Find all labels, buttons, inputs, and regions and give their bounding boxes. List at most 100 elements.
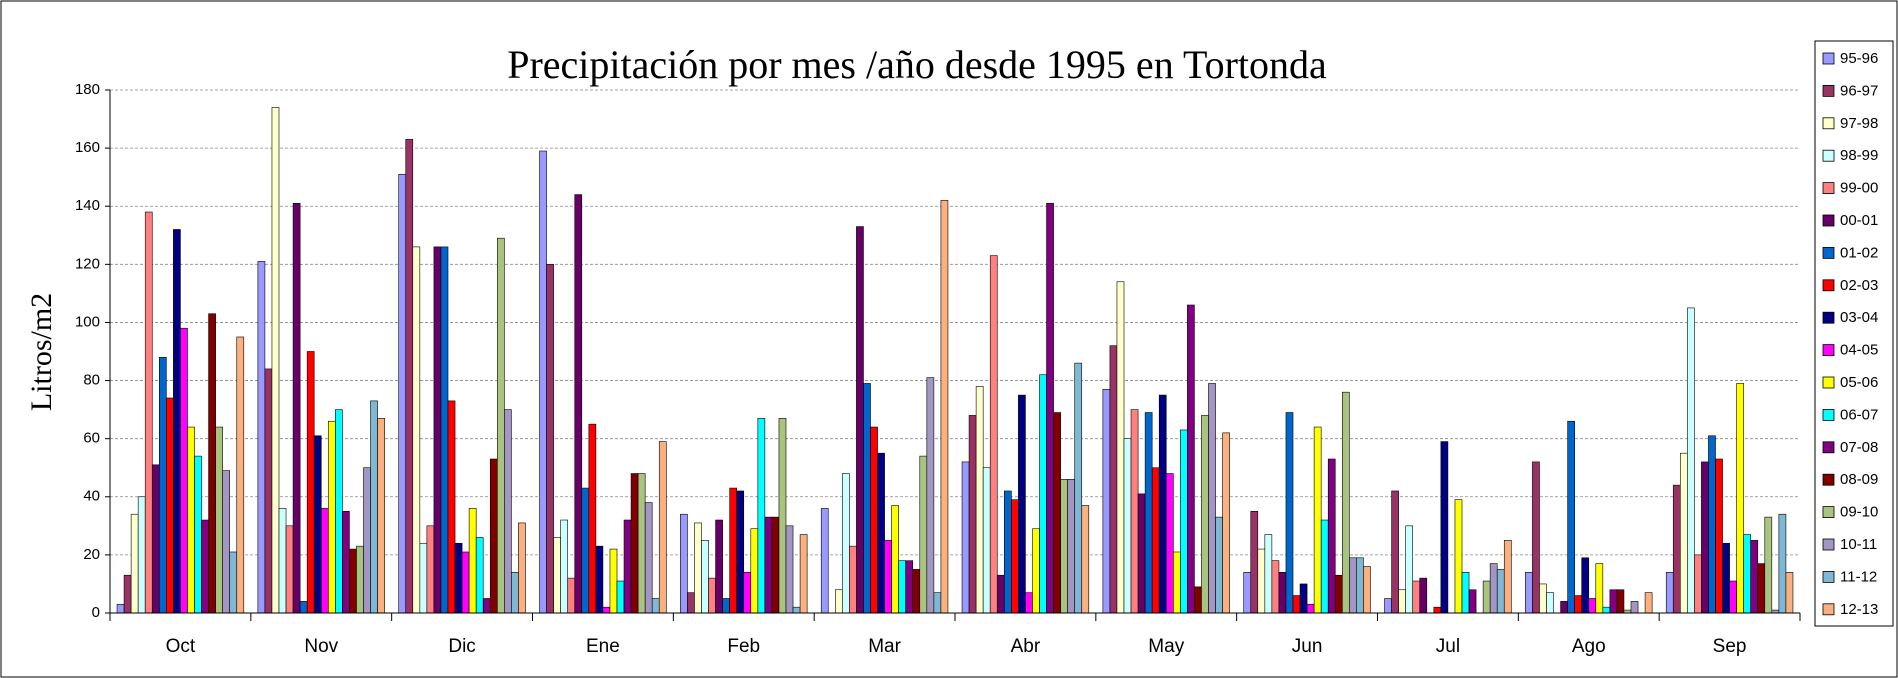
legend-label: 11-12 [1840, 568, 1877, 585]
bar [412, 246, 421, 614]
bar [1785, 572, 1794, 614]
bar [1067, 479, 1076, 614]
bar [856, 226, 864, 614]
bar [278, 508, 287, 614]
bar [1525, 572, 1533, 614]
bar [989, 255, 998, 614]
bar [1032, 528, 1040, 614]
bar [539, 150, 547, 614]
bar [180, 327, 188, 614]
bar [1715, 458, 1723, 614]
bar [271, 107, 280, 614]
bar [1764, 516, 1773, 614]
bar [1257, 548, 1266, 614]
bar [1419, 577, 1428, 614]
bar [1588, 598, 1597, 614]
legend-label: 12-13 [1840, 601, 1878, 618]
bar [370, 400, 378, 614]
bar [1630, 601, 1639, 614]
bar [1137, 493, 1146, 614]
bar [982, 467, 991, 614]
bar [602, 606, 611, 614]
legend-swatch [1822, 376, 1835, 389]
bar [1532, 461, 1540, 614]
bar [771, 516, 780, 614]
bar [440, 246, 449, 614]
legend-swatch [1822, 279, 1835, 292]
bar [1074, 362, 1083, 614]
bar [842, 473, 850, 614]
bar [1201, 415, 1209, 614]
bar [335, 409, 343, 614]
legend-label: 08-09 [1840, 471, 1878, 488]
bar [264, 368, 273, 614]
bar [595, 545, 604, 614]
bar [778, 418, 787, 614]
bar [1180, 429, 1188, 614]
y-tick-label: 60 [83, 430, 100, 447]
bar [651, 598, 660, 614]
bar [1116, 281, 1125, 614]
bar [306, 351, 315, 614]
bar [1053, 412, 1061, 614]
legend-label: 09-10 [1840, 504, 1878, 521]
bar [926, 377, 935, 614]
legend-swatch [1822, 506, 1835, 519]
legend-swatch [1822, 214, 1835, 227]
bar [1250, 511, 1259, 614]
bar [433, 246, 442, 614]
bar [222, 470, 231, 614]
bar [130, 513, 139, 614]
x-tick-label: Ene [586, 636, 620, 657]
bar [504, 409, 512, 614]
bar [229, 551, 238, 614]
bar [1363, 566, 1371, 614]
legend-swatch [1822, 52, 1835, 65]
bar [743, 572, 752, 614]
bar [194, 455, 202, 614]
legend-swatch [1822, 311, 1835, 324]
bar [1482, 580, 1491, 614]
legend-swatch [1822, 85, 1835, 97]
legend-swatch [1822, 441, 1835, 454]
bar [1334, 574, 1343, 614]
bar [1440, 441, 1449, 614]
legend-label: 98-99 [1840, 147, 1878, 164]
bar [1060, 479, 1068, 614]
legend-swatch [1822, 117, 1835, 130]
legend-label: 03-04 [1840, 309, 1878, 326]
bar [511, 572, 519, 614]
bar [1736, 383, 1744, 614]
bar [1687, 307, 1695, 614]
bar [1743, 534, 1752, 614]
bar [715, 519, 723, 614]
bar [1356, 557, 1364, 614]
bar [208, 313, 216, 614]
bar [680, 513, 688, 614]
legend-swatch [1822, 603, 1835, 616]
bar [1039, 374, 1047, 614]
bar [1405, 525, 1414, 614]
bar [1327, 458, 1336, 614]
chart-title: Precipitación por mes /año desde 1995 en… [507, 42, 1327, 87]
legend-swatch [1822, 344, 1835, 357]
legend-label: 10-11 [1840, 536, 1877, 553]
bar [919, 455, 928, 614]
bar [1271, 560, 1280, 614]
y-tick-label: 20 [83, 546, 100, 563]
legend-swatch [1822, 149, 1835, 162]
bar [151, 464, 160, 614]
legend-label: 00-01 [1840, 212, 1878, 229]
bar [299, 601, 308, 614]
bar [616, 580, 625, 614]
bar [123, 574, 132, 614]
bar [1503, 540, 1512, 614]
legend-label: 04-05 [1840, 342, 1878, 359]
bar [863, 383, 871, 614]
legend-swatch [1822, 473, 1835, 486]
bar [1750, 540, 1759, 614]
bar [1708, 435, 1716, 614]
bar [215, 426, 223, 614]
y-tick-label: 40 [83, 488, 100, 505]
bar [327, 420, 336, 614]
